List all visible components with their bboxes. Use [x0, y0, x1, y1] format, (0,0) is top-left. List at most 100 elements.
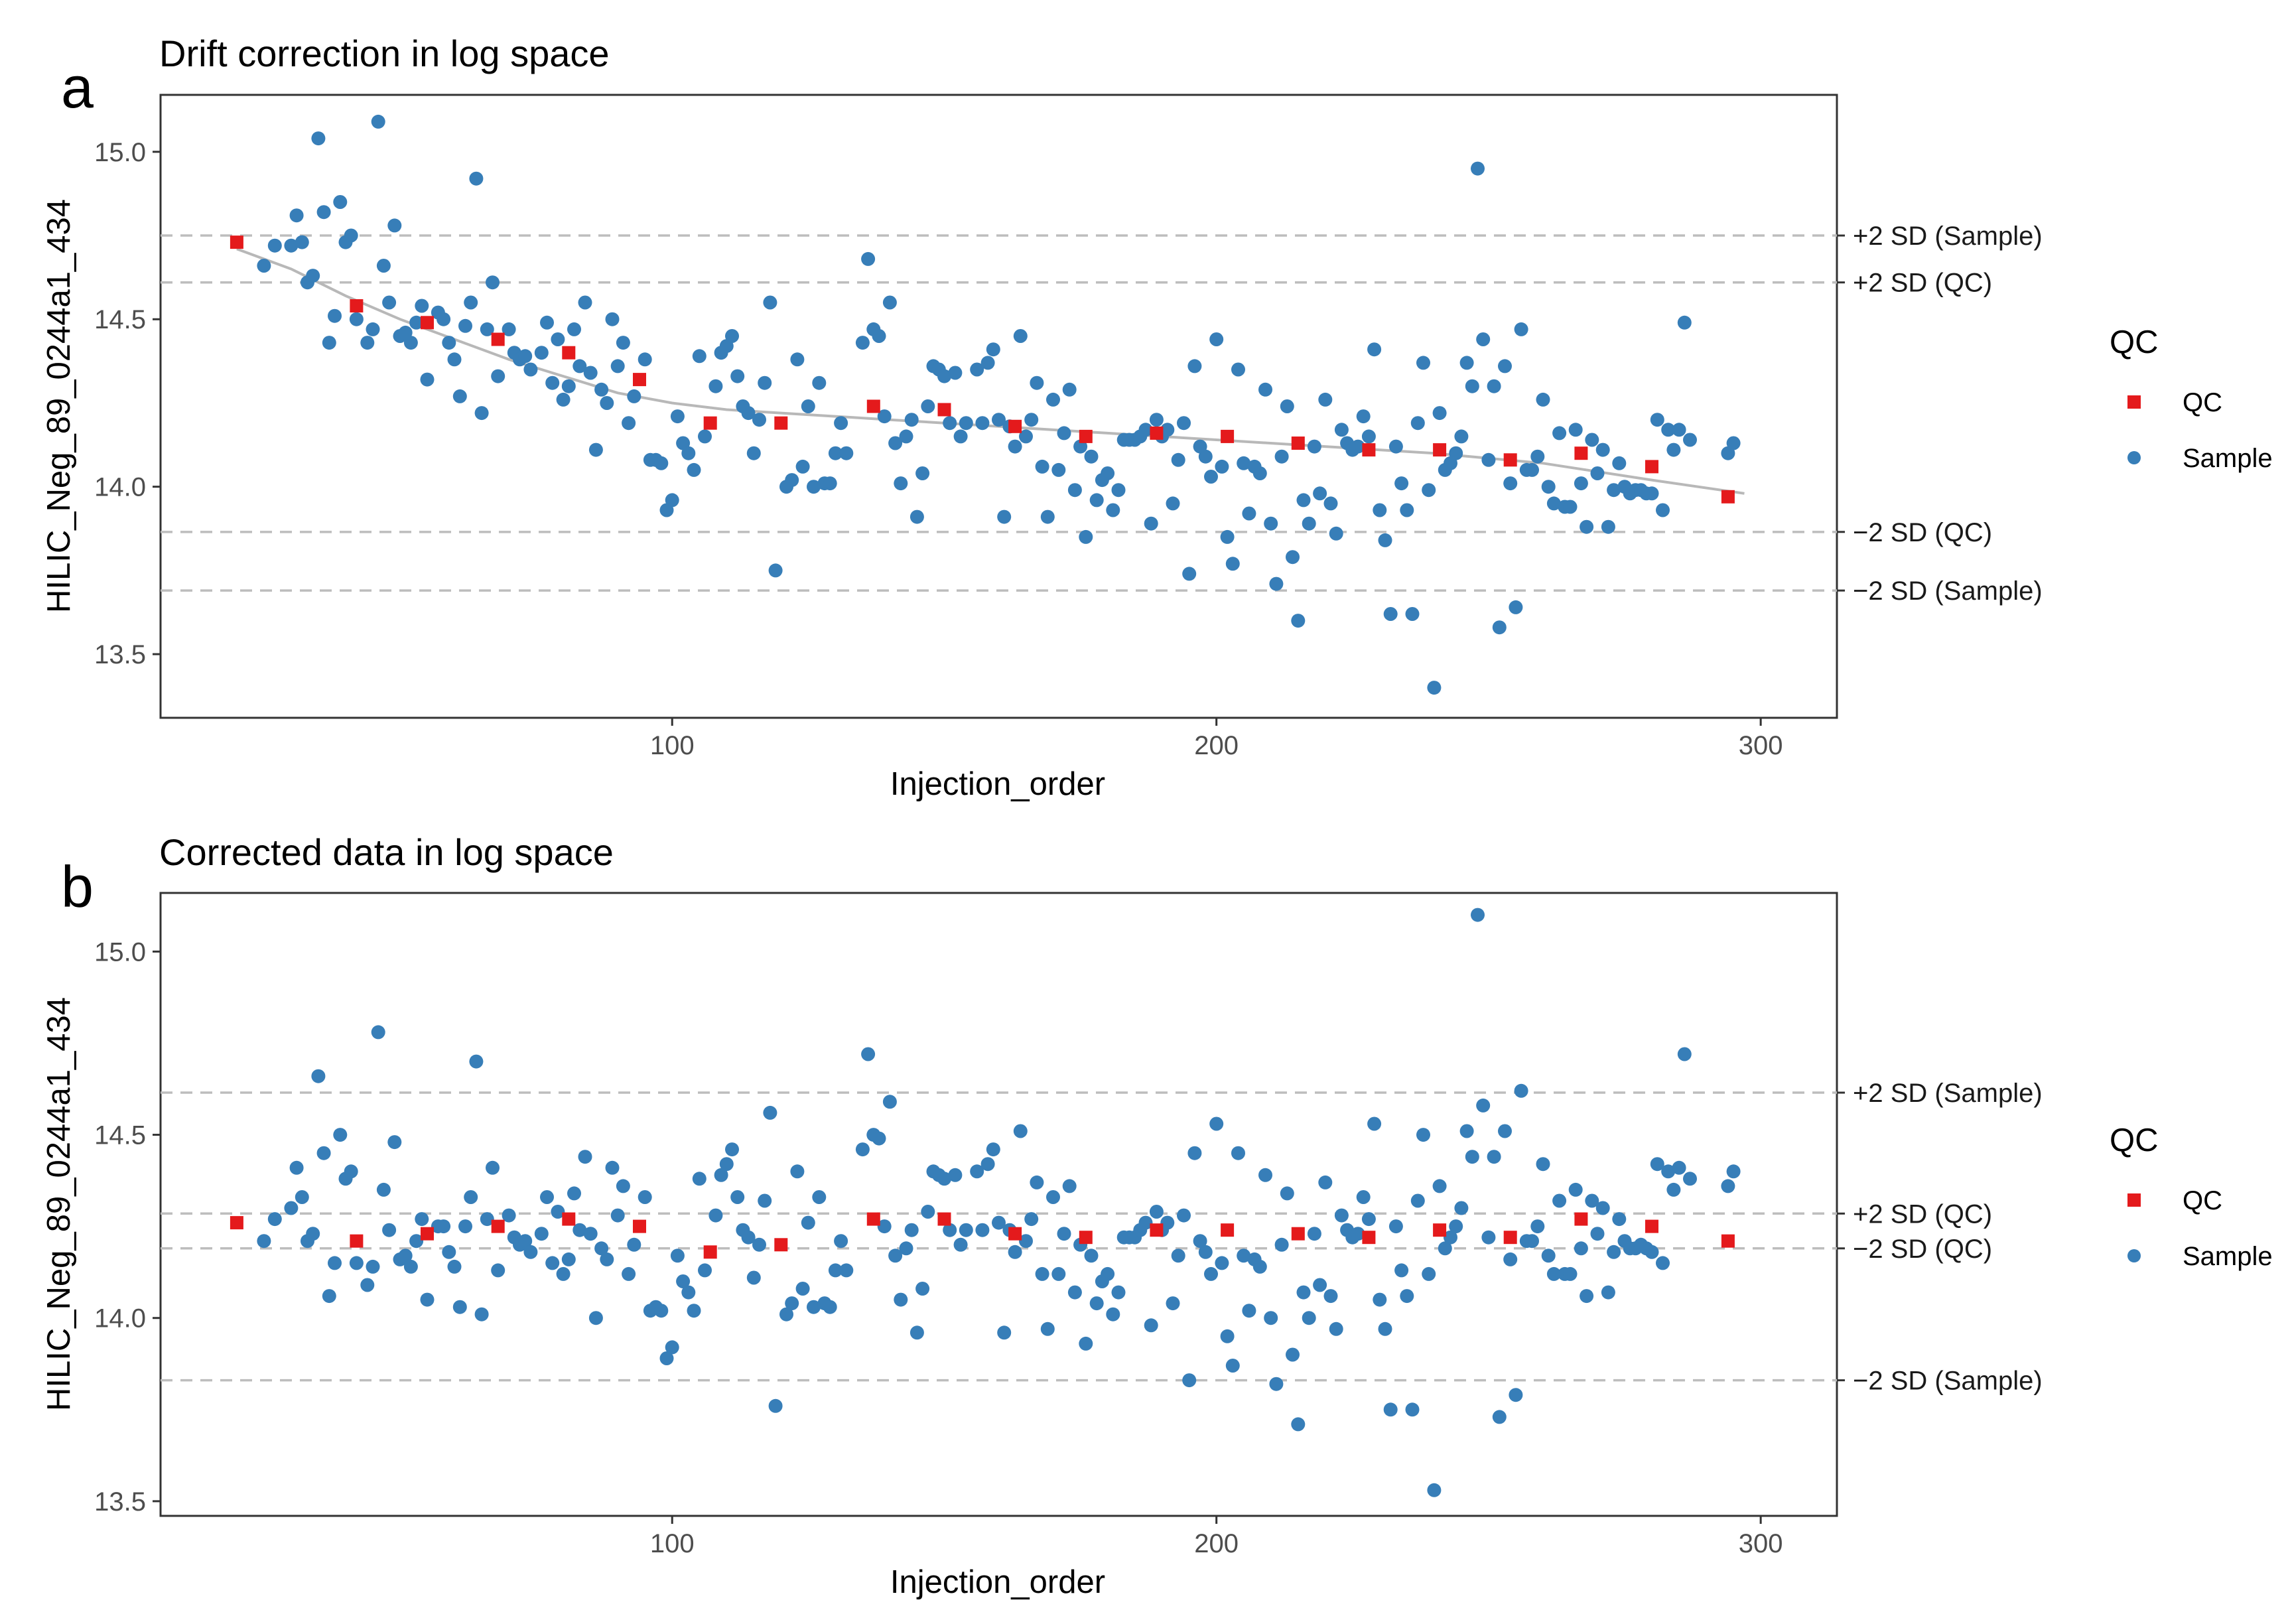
sample-point	[474, 1307, 489, 1321]
sample-point	[1291, 614, 1306, 628]
sample-point	[1645, 486, 1659, 501]
sample-point	[316, 205, 331, 220]
sample-point	[801, 399, 815, 413]
sample-point	[1454, 429, 1469, 444]
sample-point	[790, 352, 805, 367]
sample-point	[1296, 493, 1311, 508]
sample-point	[899, 1241, 913, 1256]
sample-point	[452, 1300, 467, 1314]
sample-point	[420, 1292, 435, 1307]
sample-point	[360, 1278, 375, 1292]
sample-point	[1405, 1402, 1420, 1417]
sample-point	[1574, 476, 1588, 491]
sample-point	[578, 295, 592, 310]
sample-point	[1318, 392, 1333, 407]
sample-point	[763, 295, 777, 310]
sample-point	[474, 406, 489, 421]
qc-point	[1008, 419, 1022, 433]
sample-point	[1585, 433, 1599, 447]
sample-point	[458, 318, 472, 333]
sample-point	[997, 509, 1012, 524]
sample-point	[882, 295, 897, 310]
qc-point	[350, 299, 364, 312]
legend-label-sample: Sample	[2183, 444, 2273, 473]
y-tick-label: 14.5	[94, 1121, 146, 1150]
sample-point	[1274, 449, 1289, 464]
sample-point	[746, 1270, 761, 1285]
sample-point	[909, 1325, 924, 1340]
sample-point	[1307, 439, 1321, 454]
x-tick-label: 100	[650, 1529, 695, 1558]
sample-point	[333, 195, 348, 209]
plot-frame	[159, 892, 1838, 1517]
sample-point	[333, 1128, 348, 1142]
sample-point	[1410, 1193, 1425, 1208]
x-tick-label: 300	[1739, 731, 1783, 760]
sample-point	[605, 312, 620, 326]
sample-point	[387, 1135, 402, 1150]
sample-point	[1465, 1150, 1479, 1164]
sample-point	[403, 336, 418, 350]
sample-point	[1209, 332, 1224, 346]
sample-point	[1427, 1483, 1442, 1497]
panel-letter: b	[61, 854, 94, 919]
sample-point	[1672, 423, 1686, 437]
sample-point	[1546, 496, 1561, 511]
sample-point	[616, 336, 630, 350]
sample-point	[1492, 620, 1507, 635]
sample-point	[382, 295, 397, 310]
plot-frame	[159, 94, 1838, 719]
sample-point	[295, 235, 309, 249]
sample-point	[948, 1168, 963, 1182]
sample-point	[1302, 1311, 1316, 1325]
sample-point	[1476, 1098, 1491, 1113]
sample-point	[953, 1237, 968, 1252]
sample-point	[1503, 476, 1518, 491]
x-axis-title: Injection_order	[890, 766, 1105, 802]
sample-point	[540, 315, 554, 330]
sample-point	[768, 1398, 783, 1413]
loess-curve	[236, 247, 1745, 495]
qc-point	[1645, 1219, 1658, 1233]
sample-point	[980, 356, 995, 370]
sample-point	[1432, 406, 1447, 421]
qc-point	[562, 1212, 576, 1226]
sample-point	[1138, 1215, 1153, 1230]
qc-point	[703, 1245, 717, 1259]
sample-point	[708, 379, 723, 393]
sample-point	[556, 392, 571, 407]
sample-point	[306, 269, 320, 283]
qc-point	[633, 1219, 646, 1233]
sample-point	[921, 1205, 935, 1219]
legend-title: QC	[2110, 1122, 2159, 1158]
sample-point	[1595, 1201, 1610, 1215]
sample-point	[600, 396, 614, 410]
sample-point	[1079, 529, 1093, 544]
sample-point	[970, 1164, 984, 1179]
sample-point	[420, 372, 435, 387]
sample-point	[469, 171, 484, 186]
sample-point	[551, 332, 565, 346]
sample-point	[1536, 1157, 1550, 1172]
sample-point	[486, 275, 500, 290]
sample-point	[349, 312, 364, 326]
legend-swatch-qc	[2127, 1193, 2141, 1207]
sample-point	[730, 1190, 745, 1204]
sample-point	[1427, 681, 1442, 695]
sample-point	[403, 1259, 418, 1274]
sample-point	[894, 476, 908, 491]
sample-point	[915, 1282, 930, 1296]
sample-point	[1220, 1329, 1235, 1343]
sample-point	[1193, 1234, 1207, 1249]
sample-point	[1144, 516, 1158, 531]
sample-point	[588, 1311, 603, 1325]
sample-point	[1079, 1336, 1093, 1351]
sample-point	[921, 399, 935, 413]
sample-point	[1046, 392, 1060, 407]
sample-point	[398, 1249, 413, 1263]
sample-point	[758, 375, 772, 390]
sample-point	[1498, 359, 1512, 373]
sample-point	[719, 1157, 734, 1172]
sample-point	[741, 1230, 756, 1245]
sample-point	[578, 1150, 592, 1164]
